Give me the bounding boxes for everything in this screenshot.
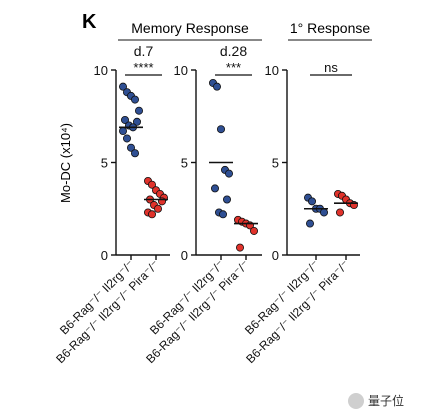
data-point xyxy=(153,204,162,213)
memory-response-header: Memory Response xyxy=(131,20,249,36)
data-point xyxy=(218,210,227,219)
data-point xyxy=(249,226,258,235)
primary-response-header: 1° Response xyxy=(290,20,371,36)
y-tick-label: 5 xyxy=(181,156,188,171)
category-label: B6-Rag⁻/⁻ Il2rg⁻/⁻ Pira⁻/⁻ xyxy=(143,257,252,366)
y-tick-label: 10 xyxy=(174,63,188,78)
data-point xyxy=(224,169,233,178)
y-tick-label: 5 xyxy=(272,156,279,171)
y-axis-label: Mo-DC (x10⁴) xyxy=(58,123,73,203)
significance-label: *** xyxy=(226,60,241,75)
data-point xyxy=(210,184,219,193)
y-tick-label: 5 xyxy=(101,156,108,171)
data-point xyxy=(307,197,316,206)
data-point xyxy=(121,115,130,124)
data-point xyxy=(216,125,225,134)
y-tick-label: 10 xyxy=(94,63,108,78)
data-point xyxy=(319,208,328,217)
data-point xyxy=(127,143,136,152)
y-tick-label: 0 xyxy=(181,248,188,263)
category-label: B6-Rag⁻/⁻ Il2rg⁻/⁻ Pira⁻/⁻ xyxy=(53,257,162,366)
wechat-icon xyxy=(348,392,364,409)
data-point xyxy=(235,243,244,252)
panel-label: K xyxy=(82,11,97,33)
data-point xyxy=(147,180,156,189)
panel-subtitle: d.28 xyxy=(220,43,247,59)
data-point xyxy=(147,210,156,219)
data-point xyxy=(134,106,143,115)
data-point xyxy=(123,134,132,143)
y-tick-label: 0 xyxy=(272,248,279,263)
y-tick-label: 0 xyxy=(101,248,108,263)
data-point xyxy=(305,219,314,228)
watermark: 量子位 xyxy=(348,392,404,409)
y-tick-label: 10 xyxy=(265,63,279,78)
significance-label: **** xyxy=(133,60,153,75)
data-point xyxy=(222,195,231,204)
data-point xyxy=(132,117,141,126)
data-point xyxy=(119,82,128,91)
watermark-text: 量子位 xyxy=(368,394,405,408)
data-point xyxy=(212,82,221,91)
data-point xyxy=(119,127,128,136)
data-point xyxy=(130,95,139,104)
data-point xyxy=(130,149,139,158)
panel-subtitle: d.7 xyxy=(134,43,154,59)
significance-label: ns xyxy=(324,60,338,75)
data-point xyxy=(335,208,344,217)
